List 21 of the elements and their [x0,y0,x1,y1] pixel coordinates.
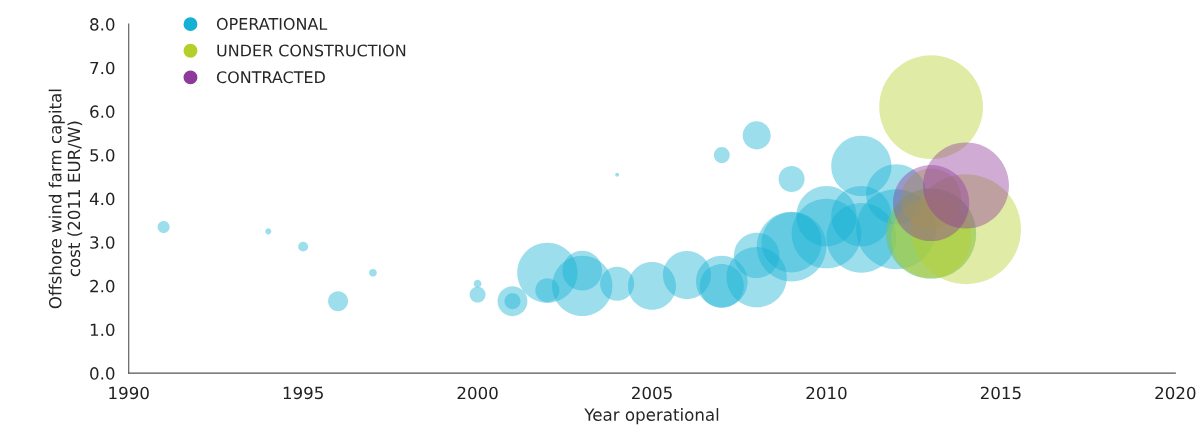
y-tick-label: 4.0 [89,192,115,206]
x-axis-title: Year operational [584,408,719,425]
legend-label: UNDER CONSTRUCTION [217,44,406,57]
y-tick-label: 5.0 [90,148,115,162]
y-tick-label: 8.0 [90,18,115,31]
x-tick-label: 2005 [632,386,672,400]
legend-label: CONTRACTED [216,71,325,84]
y-tick-label: 7.0 [90,61,115,75]
x-tick-label: 1990 [109,386,149,400]
y-tick-label: 3.0 [90,236,115,249]
y-axis-title: Offshore wind farm capital cost (2011 EUR/W) [48,89,83,309]
x-tick-label: 2010 [806,386,847,400]
y-tick-label: 6.0 [90,105,115,118]
y-tick-label: 2.0 [90,279,115,293]
x-tick-label: 2000 [457,386,498,400]
y-tick-label: 1.0 [90,323,115,337]
x-tick-label: 1995 [283,386,323,400]
y-tick-label: 0.0 [90,367,115,380]
x-tick-label: 2015 [980,386,1021,400]
legend-label: OPERATIONAL [216,17,328,30]
x-tick-label: 2020 [1155,386,1196,400]
